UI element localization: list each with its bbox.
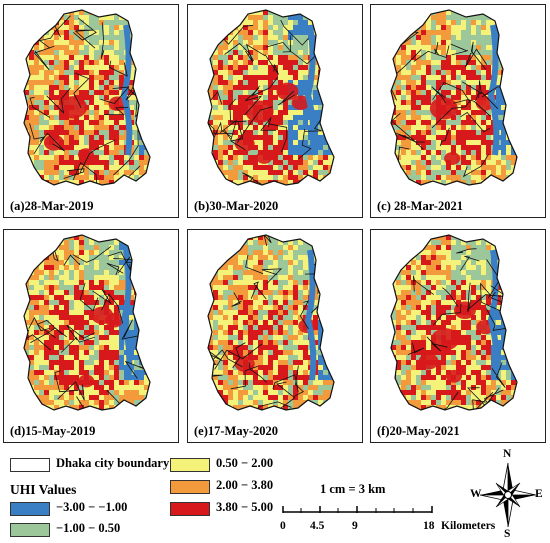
map-panel: (e)17-May-2020 xyxy=(187,229,363,443)
uhi-map xyxy=(188,5,363,218)
map-panel: (b)30-Mar-2020 xyxy=(187,4,363,218)
scale-tick-3: 18 xyxy=(423,520,435,532)
scale-tick-1: 4.5 xyxy=(310,520,324,532)
scale-ratio: 1 cm = 3 km xyxy=(320,482,385,497)
compass-rose-icon: N S E W xyxy=(472,452,544,538)
uhi-map xyxy=(4,230,179,443)
legend-title: UHI Values xyxy=(10,482,76,498)
scale-tick-0: 0 xyxy=(280,520,286,532)
panel-label: (a)28-Mar-2019 xyxy=(10,199,94,214)
panel-label: (f)20-May-2021 xyxy=(377,424,460,439)
map-panel: (c) 28-Mar-2021 xyxy=(370,4,546,218)
scale-tick-2: 9 xyxy=(352,520,358,532)
compass-e: E xyxy=(535,488,543,500)
panel-label: (c) 28-Mar-2021 xyxy=(377,199,463,214)
uhi-map xyxy=(371,230,546,443)
class-label-3: 0.50 − 2.00 xyxy=(216,456,273,471)
class-label-2: −1.00 − 0.50 xyxy=(56,521,120,536)
compass-s: S xyxy=(504,528,510,540)
map-panel: (a)28-Mar-2019 xyxy=(3,4,179,218)
legend: Dhaka city boundary UHI Values −3.00 − −… xyxy=(0,450,550,541)
class-swatch-1 xyxy=(10,502,50,516)
class-label-4: 2.00 − 3.80 xyxy=(216,478,273,493)
uhi-map xyxy=(188,230,363,443)
class-swatch-4 xyxy=(170,480,210,494)
scale-bar xyxy=(282,502,442,522)
boundary-swatch xyxy=(10,458,50,472)
compass-n: N xyxy=(503,448,511,460)
class-label-1: −3.00 − −1.00 xyxy=(56,500,127,515)
map-panel: (f)20-May-2021 xyxy=(370,229,546,443)
map-panel: (d)15-May-2019 xyxy=(3,229,179,443)
class-swatch-3 xyxy=(170,458,210,472)
panel-label: (e)17-May-2020 xyxy=(194,424,278,439)
panel-label: (b)30-Mar-2020 xyxy=(194,199,278,214)
compass-w: W xyxy=(470,488,482,500)
class-label-5: 3.80 − 5.00 xyxy=(216,500,273,515)
panel-label: (d)15-May-2019 xyxy=(10,424,95,439)
class-swatch-5 xyxy=(170,502,210,516)
uhi-map xyxy=(371,5,546,218)
uhi-map xyxy=(4,5,179,218)
boundary-label: Dhaka city boundary xyxy=(56,456,169,471)
class-swatch-2 xyxy=(10,523,50,537)
